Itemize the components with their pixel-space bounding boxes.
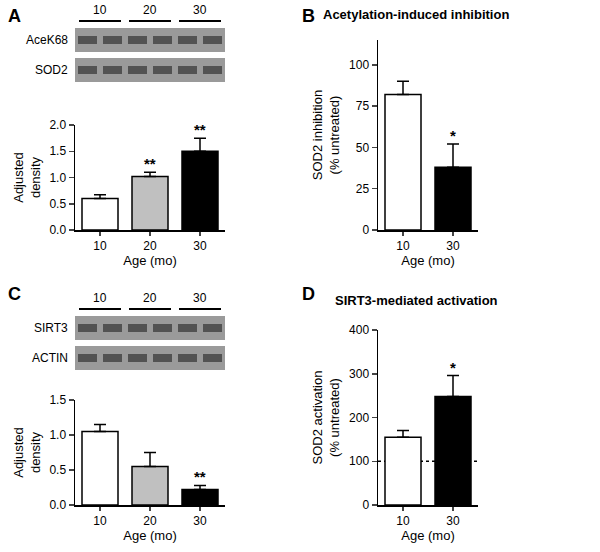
svg-text:10: 10 — [93, 239, 107, 253]
svg-text:20: 20 — [143, 239, 157, 253]
svg-text:C: C — [8, 284, 21, 304]
svg-text:0: 0 — [362, 223, 369, 237]
svg-text:2.0: 2.0 — [49, 118, 66, 132]
svg-text:30: 30 — [446, 239, 460, 253]
svg-text:20: 20 — [143, 3, 157, 17]
svg-text:AceK68: AceK68 — [26, 33, 68, 47]
svg-text:0.5: 0.5 — [49, 197, 66, 211]
svg-text:**: ** — [144, 155, 156, 172]
svg-text:SOD2 activation(% untreated): SOD2 activation(% untreated) — [310, 371, 342, 465]
svg-text:75: 75 — [356, 99, 370, 113]
svg-text:Age (mo): Age (mo) — [123, 253, 176, 268]
svg-text:30: 30 — [446, 514, 460, 528]
svg-text:0.0: 0.0 — [49, 223, 66, 237]
svg-text:1.0: 1.0 — [49, 171, 66, 185]
svg-text:100: 100 — [349, 58, 369, 72]
svg-text:1.5: 1.5 — [49, 144, 66, 158]
svg-text:10: 10 — [93, 3, 107, 17]
svg-text:SOD2: SOD2 — [35, 63, 68, 77]
svg-text:20: 20 — [143, 514, 157, 528]
svg-text:D: D — [302, 284, 315, 304]
svg-text:0: 0 — [362, 498, 369, 512]
svg-text:0.0: 0.0 — [49, 498, 66, 512]
svg-text:Age (mo): Age (mo) — [123, 528, 176, 543]
svg-text:Age (mo): Age (mo) — [401, 253, 454, 268]
svg-text:400: 400 — [349, 323, 369, 337]
svg-text:10: 10 — [396, 514, 410, 528]
svg-text:30: 30 — [193, 239, 207, 253]
svg-text:Adjusteddensity: Adjusteddensity — [11, 427, 43, 478]
svg-text:Acetylation-induced inhibition: Acetylation-induced inhibition — [323, 7, 509, 22]
svg-text:Adjusteddensity: Adjusteddensity — [11, 152, 43, 203]
svg-text:10: 10 — [396, 239, 410, 253]
svg-text:10: 10 — [93, 514, 107, 528]
svg-text:20: 20 — [143, 291, 157, 305]
svg-text:25: 25 — [356, 182, 370, 196]
svg-text:50: 50 — [356, 141, 370, 155]
svg-text:30: 30 — [193, 291, 207, 305]
svg-text:100: 100 — [349, 454, 369, 468]
svg-text:*: * — [450, 127, 456, 144]
svg-text:300: 300 — [349, 367, 369, 381]
svg-text:**: ** — [194, 121, 206, 138]
svg-text:B: B — [302, 6, 315, 26]
svg-text:ACTIN: ACTIN — [32, 351, 68, 365]
svg-text:30: 30 — [193, 3, 207, 17]
svg-text:10: 10 — [93, 291, 107, 305]
svg-text:**: ** — [194, 468, 206, 485]
svg-text:0.5: 0.5 — [49, 463, 66, 477]
svg-text:200: 200 — [349, 411, 369, 425]
svg-text:*: * — [450, 359, 456, 376]
svg-text:30: 30 — [193, 514, 207, 528]
svg-text:SIRT3-mediated activation: SIRT3-mediated activation — [335, 293, 498, 308]
svg-text:SOD2 inhibition(% untreated): SOD2 inhibition(% untreated) — [310, 90, 342, 180]
svg-text:A: A — [8, 6, 21, 26]
svg-text:Age (mo): Age (mo) — [401, 528, 454, 543]
svg-text:1.5: 1.5 — [49, 393, 66, 407]
svg-text:SIRT3: SIRT3 — [34, 321, 68, 335]
svg-text:1.0: 1.0 — [49, 428, 66, 442]
